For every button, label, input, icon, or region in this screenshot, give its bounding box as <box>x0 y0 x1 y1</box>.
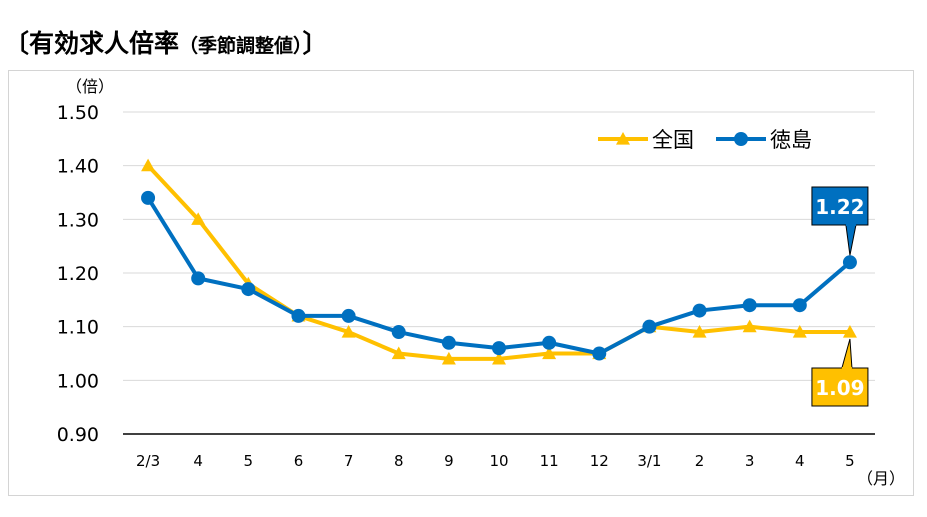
x-axis-label: （月） <box>857 469 905 488</box>
data-point <box>692 325 707 338</box>
callout-joint <box>845 223 856 226</box>
callout-box <box>811 186 869 226</box>
legend-marker <box>734 132 748 146</box>
x-tick-label: 10 <box>489 452 508 470</box>
x-tick-label: 7 <box>344 452 354 470</box>
page-title: 〔有効求人倍率（季節調整値）〕 <box>4 26 328 62</box>
y-tick-label: 1.40 <box>57 156 99 178</box>
x-tick-label: 3 <box>745 452 755 470</box>
x-tick-label: 4 <box>795 452 805 470</box>
x-tick-label: 12 <box>590 452 609 470</box>
chart-frame <box>8 70 914 496</box>
data-point <box>191 271 206 286</box>
legend-label: 全国 <box>652 128 694 152</box>
title-main: 〔有効求人倍率 <box>4 29 180 58</box>
callout-box <box>811 367 869 407</box>
x-tick-label: 2 <box>695 452 705 470</box>
legend-label: 徳島 <box>770 128 812 152</box>
data-point <box>742 298 757 313</box>
data-point <box>492 351 506 365</box>
x-tick-label: 3/1 <box>637 452 661 470</box>
data-point <box>141 190 156 205</box>
y-tick-label: 0.90 <box>57 424 99 446</box>
data-point <box>341 325 356 338</box>
data-point <box>792 298 807 313</box>
x-tick-label: 5 <box>244 452 254 470</box>
data-point <box>391 346 406 360</box>
data-point <box>742 319 757 333</box>
x-tick-label: 8 <box>394 452 404 470</box>
data-point <box>592 346 607 361</box>
x-tick-label: 5 <box>845 452 855 470</box>
x-tick-label: 2/3 <box>136 452 160 470</box>
data-point <box>341 308 356 323</box>
y-tick-label: 1.20 <box>57 263 99 285</box>
title-sub: （季節調整値） <box>179 35 303 57</box>
y-axis-label: （倍） <box>66 77 114 96</box>
y-tick-label: 1.50 <box>57 102 99 124</box>
data-point <box>842 325 857 338</box>
data-point <box>291 308 306 323</box>
data-point <box>241 282 256 297</box>
data-point <box>542 335 557 350</box>
data-point <box>642 319 657 334</box>
data-point <box>492 341 506 356</box>
data-point <box>692 303 707 318</box>
y-tick-label: 1.00 <box>57 370 99 392</box>
data-point <box>441 335 456 350</box>
x-tick-label: 9 <box>444 452 454 470</box>
data-point <box>792 325 807 338</box>
x-tick-label: 4 <box>193 452 203 470</box>
legend-marker <box>616 132 630 145</box>
data-point <box>191 212 206 225</box>
x-tick-label: 11 <box>540 452 559 470</box>
x-tick-label: 6 <box>294 452 304 470</box>
title-close: 〕 <box>302 29 328 58</box>
data-label: 1.09 <box>815 376 864 400</box>
data-point <box>542 346 557 360</box>
data-point <box>842 255 857 270</box>
callout-joint <box>841 367 852 370</box>
data-point <box>441 351 456 365</box>
data-label: 1.22 <box>815 195 864 219</box>
data-point <box>391 325 406 340</box>
y-tick-label: 1.30 <box>57 209 99 231</box>
callout-pointer <box>845 224 857 256</box>
data-point <box>141 158 156 172</box>
callout-pointer <box>841 338 853 369</box>
y-tick-label: 1.10 <box>57 317 99 339</box>
